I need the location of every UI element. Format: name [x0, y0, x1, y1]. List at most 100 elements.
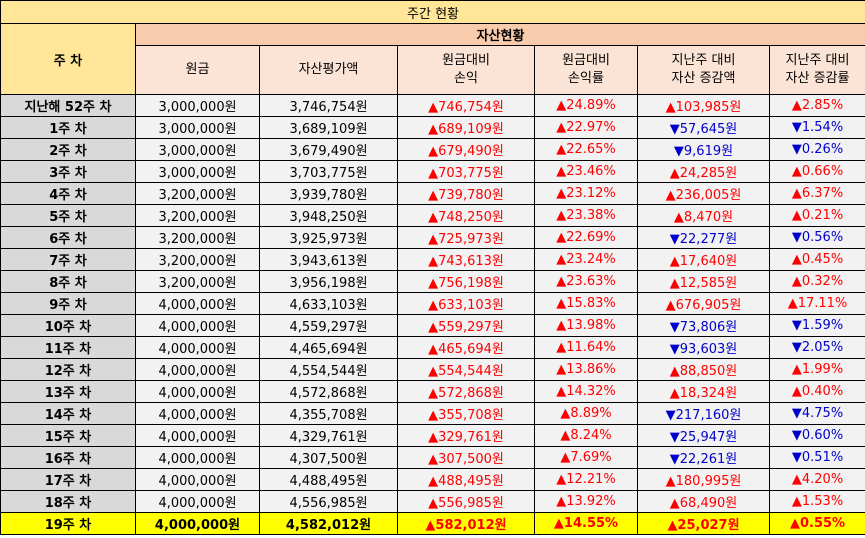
weekly-change-rate-cell: ▼2.05%: [768, 336, 865, 359]
principal-cell: 4,000,000원: [135, 446, 260, 469]
asset-value-cell: 3,956,198원: [259, 270, 398, 293]
weekly-change-cell: ▲17,640원: [637, 248, 770, 271]
profit-loss-cell: ▲556,985원: [397, 490, 535, 513]
table-row: 19주 차 4,000,000원 4,582,012원 ▲582,012원 ▲14.55…: [0, 512, 865, 535]
profit-rate-cell: ▲13.98%: [534, 314, 638, 337]
week-cell: 16주 차: [0, 446, 136, 469]
profit-loss-cell: ▲582,012원: [397, 512, 535, 535]
profit-loss-cell: ▲329,761원: [397, 424, 535, 447]
weekly-change-rate-cell: ▲2.85%: [768, 94, 865, 117]
weekly-change-rate-cell: ▲0.32%: [768, 270, 865, 293]
asset-value-cell: 3,703,775원: [259, 160, 398, 183]
weekly-change-cell: ▼217,160원: [637, 402, 770, 425]
weekly-change-cell: ▲180,995원: [637, 468, 770, 491]
profit-rate-cell: ▲23.12%: [534, 182, 638, 205]
weekly-change-rate-cell: ▲1.99%: [768, 358, 865, 381]
weekly-change-rate-cell: ▼0.51%: [768, 446, 865, 469]
week-cell: 5주 차: [0, 204, 136, 227]
col-header-weekly-change: 지난주 대비 자산 증감액: [637, 45, 770, 95]
profit-loss-cell: ▲355,708원: [397, 402, 535, 425]
profit-loss-cell: ▲559,297원: [397, 314, 535, 337]
asset-value-cell: 4,355,708원: [259, 402, 398, 425]
table-row: 17주 차 4,000,000원 4,488,495원 ▲488,495원 ▲12.21…: [0, 468, 865, 491]
principal-cell: 3,000,000원: [135, 116, 260, 139]
principal-cell: 4,000,000원: [135, 336, 260, 359]
profit-loss-cell: ▲633,103원: [397, 292, 535, 315]
week-cell: 6주 차: [0, 226, 136, 249]
profit-rate-cell: ▲13.92%: [534, 490, 638, 513]
weekly-change-rate-cell: ▲0.55%: [768, 512, 865, 535]
weekly-change-cell: ▼9,619원: [637, 138, 770, 161]
weekly-change-rate-cell: ▼1.54%: [768, 116, 865, 139]
profit-rate-cell: ▲24.89%: [534, 94, 638, 117]
table-row: 13주 차 4,000,000원 4,572,868원 ▲572,868원 ▲14.32…: [0, 380, 865, 403]
weekly-change-rate-cell: ▲0.21%: [768, 204, 865, 227]
table-title: 주간 현황: [0, 0, 865, 24]
week-cell: 2주 차: [0, 138, 136, 161]
weekly-change-cell: ▼57,645원: [637, 116, 770, 139]
principal-cell: 4,000,000원: [135, 314, 260, 337]
asset-value-cell: 3,925,973원: [259, 226, 398, 249]
weekly-change-cell: ▲24,285원: [637, 160, 770, 183]
table-row: 4주 차 3,200,000원 3,939,780원 ▲739,780원 ▲23.12%…: [0, 182, 865, 205]
col-header-profit-rate: 원금대비 손익률: [534, 45, 638, 95]
weekly-change-cell: ▲103,985원: [637, 94, 770, 117]
weekly-change-cell: ▼25,947원: [637, 424, 770, 447]
profit-rate-cell: ▲8.24%: [534, 424, 638, 447]
week-cell: 3주 차: [0, 160, 136, 183]
weekly-change-rate-cell: ▲1.53%: [768, 490, 865, 513]
principal-cell: 4,000,000원: [135, 358, 260, 381]
profit-loss-cell: ▲739,780원: [397, 182, 535, 205]
profit-loss-cell: ▲554,544원: [397, 358, 535, 381]
profit-loss-cell: ▲307,500원: [397, 446, 535, 469]
profit-loss-cell: ▲488,495원: [397, 468, 535, 491]
table-row: 2주 차 3,000,000원 3,679,490원 ▲679,490원 ▲22.65%…: [0, 138, 865, 161]
profit-loss-cell: ▲703,775원: [397, 160, 535, 183]
table-row: 5주 차 3,200,000원 3,948,250원 ▲748,250원 ▲23.38%…: [0, 204, 865, 227]
profit-loss-cell: ▲748,250원: [397, 204, 535, 227]
asset-value-cell: 3,948,250원: [259, 204, 398, 227]
week-cell: 13주 차: [0, 380, 136, 403]
week-column-header: 주 차: [0, 23, 136, 95]
weekly-change-rate-cell: ▲0.40%: [768, 380, 865, 403]
week-cell: 4주 차: [0, 182, 136, 205]
profit-loss-cell: ▲725,973원: [397, 226, 535, 249]
profit-rate-cell: ▲11.64%: [534, 336, 638, 359]
asset-value-cell: 4,572,868원: [259, 380, 398, 403]
profit-rate-cell: ▲23.63%: [534, 270, 638, 293]
principal-cell: 3,000,000원: [135, 160, 260, 183]
table-row: 지난해 52주 차 3,000,000원 3,746,754원 ▲746,754원 ▲2…: [0, 94, 865, 117]
weekly-change-cell: ▲68,490원: [637, 490, 770, 513]
table-row: 16주 차 4,000,000원 4,307,500원 ▲307,500원 ▲7.69%…: [0, 446, 865, 469]
principal-cell: 4,000,000원: [135, 512, 260, 535]
week-cell: 18주 차: [0, 490, 136, 513]
weekly-change-rate-cell: ▼0.56%: [768, 226, 865, 249]
asset-value-cell: 4,556,985원: [259, 490, 398, 513]
profit-rate-cell: ▲22.65%: [534, 138, 638, 161]
profit-rate-cell: ▲14.32%: [534, 380, 638, 403]
table-row: 18주 차 4,000,000원 4,556,985원 ▲556,985원 ▲13.92…: [0, 490, 865, 513]
week-cell: 8주 차: [0, 270, 136, 293]
weekly-change-cell: ▼73,806원: [637, 314, 770, 337]
profit-rate-cell: ▲12.21%: [534, 468, 638, 491]
profit-rate-cell: ▲23.24%: [534, 248, 638, 271]
principal-cell: 4,000,000원: [135, 490, 260, 513]
asset-value-cell: 4,633,103원: [259, 292, 398, 315]
week-cell: 1주 차: [0, 116, 136, 139]
weekly-change-cell: ▲676,905원: [637, 292, 770, 315]
asset-value-cell: 4,307,500원: [259, 446, 398, 469]
profit-rate-cell: ▲23.38%: [534, 204, 638, 227]
profit-rate-cell: ▲22.97%: [534, 116, 638, 139]
table-row: 7주 차 3,200,000원 3,943,613원 ▲743,613원 ▲23.24%…: [0, 248, 865, 271]
weekly-change-rate-cell: ▼4.75%: [768, 402, 865, 425]
profit-rate-cell: ▲15.83%: [534, 292, 638, 315]
week-cell: 12주 차: [0, 358, 136, 381]
profit-loss-cell: ▲465,694원: [397, 336, 535, 359]
weekly-change-rate-cell: ▼0.26%: [768, 138, 865, 161]
week-cell: 15주 차: [0, 424, 136, 447]
table-row: 10주 차 4,000,000원 4,559,297원 ▲559,297원 ▲13.98…: [0, 314, 865, 337]
weekly-change-rate-cell: ▼0.60%: [768, 424, 865, 447]
weekly-change-cell: ▼93,603원: [637, 336, 770, 359]
col-header-asset-value: 자산평가액: [259, 45, 398, 95]
weekly-change-cell: ▼22,277원: [637, 226, 770, 249]
